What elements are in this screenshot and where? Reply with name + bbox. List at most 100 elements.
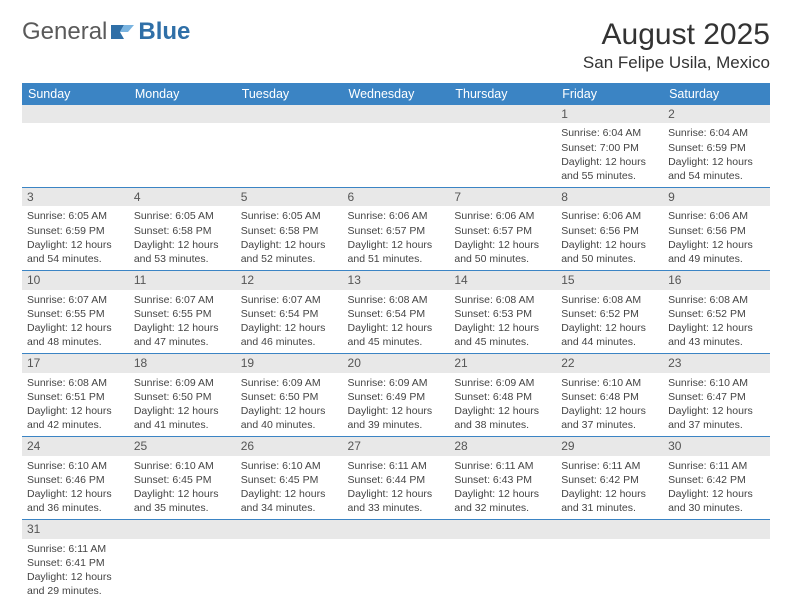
calendar-cell: [236, 105, 343, 188]
sunset-text: Sunset: 6:52 PM: [561, 307, 658, 321]
weekday-header: Tuesday: [236, 83, 343, 105]
calendar-cell: 5Sunrise: 6:05 AMSunset: 6:58 PMDaylight…: [236, 188, 343, 271]
day-content: Sunrise: 6:06 AMSunset: 6:56 PMDaylight:…: [556, 206, 663, 270]
day-content: [449, 123, 556, 173]
weekday-header-row: Sunday Monday Tuesday Wednesday Thursday…: [22, 83, 770, 105]
day-number: 27: [343, 437, 450, 455]
day-content: Sunrise: 6:10 AMSunset: 6:45 PMDaylight:…: [236, 456, 343, 520]
day-content: Sunrise: 6:04 AMSunset: 6:59 PMDaylight:…: [663, 123, 770, 187]
page-header: General Blue August 2025 San Felipe Usil…: [22, 18, 770, 73]
day-number: [343, 520, 450, 538]
sunrise-text: Sunrise: 6:11 AM: [561, 459, 658, 473]
daylight-text: Daylight: 12 hours and 46 minutes.: [241, 321, 338, 349]
day-content: Sunrise: 6:11 AMSunset: 6:43 PMDaylight:…: [449, 456, 556, 520]
daylight-text: Daylight: 12 hours and 33 minutes.: [348, 487, 445, 515]
day-number: 13: [343, 271, 450, 289]
daylight-text: Daylight: 12 hours and 29 minutes.: [27, 570, 124, 598]
sunrise-text: Sunrise: 6:06 AM: [348, 209, 445, 223]
daylight-text: Daylight: 12 hours and 35 minutes.: [134, 487, 231, 515]
sunrise-text: Sunrise: 6:08 AM: [348, 293, 445, 307]
day-number: [556, 520, 663, 538]
sunrise-text: Sunrise: 6:10 AM: [241, 459, 338, 473]
sunrise-text: Sunrise: 6:07 AM: [27, 293, 124, 307]
sunrise-text: Sunrise: 6:04 AM: [668, 126, 765, 140]
day-content: Sunrise: 6:07 AMSunset: 6:55 PMDaylight:…: [22, 290, 129, 354]
day-number: 25: [129, 437, 236, 455]
sunrise-text: Sunrise: 6:07 AM: [134, 293, 231, 307]
calendar-cell: 3Sunrise: 6:05 AMSunset: 6:59 PMDaylight…: [22, 188, 129, 271]
daylight-text: Daylight: 12 hours and 31 minutes.: [561, 487, 658, 515]
day-content: [236, 123, 343, 173]
calendar-cell: 12Sunrise: 6:07 AMSunset: 6:54 PMDayligh…: [236, 271, 343, 354]
sunrise-text: Sunrise: 6:07 AM: [241, 293, 338, 307]
logo: General Blue: [22, 18, 190, 46]
day-content: Sunrise: 6:11 AMSunset: 6:41 PMDaylight:…: [22, 539, 129, 603]
day-content: [556, 539, 663, 589]
day-content: Sunrise: 6:05 AMSunset: 6:58 PMDaylight:…: [236, 206, 343, 270]
day-number: 12: [236, 271, 343, 289]
sunset-text: Sunset: 6:49 PM: [348, 390, 445, 404]
flag-icon: [110, 22, 136, 42]
calendar-cell: 30Sunrise: 6:11 AMSunset: 6:42 PMDayligh…: [663, 437, 770, 520]
sunrise-text: Sunrise: 6:10 AM: [27, 459, 124, 473]
calendar-cell: 20Sunrise: 6:09 AMSunset: 6:49 PMDayligh…: [343, 354, 450, 437]
sunrise-text: Sunrise: 6:08 AM: [454, 293, 551, 307]
sunset-text: Sunset: 6:47 PM: [668, 390, 765, 404]
sunrise-text: Sunrise: 6:10 AM: [134, 459, 231, 473]
calendar-row: 1Sunrise: 6:04 AMSunset: 7:00 PMDaylight…: [22, 105, 770, 188]
sunrise-text: Sunrise: 6:09 AM: [241, 376, 338, 390]
day-content: Sunrise: 6:09 AMSunset: 6:50 PMDaylight:…: [236, 373, 343, 437]
calendar-cell: 4Sunrise: 6:05 AMSunset: 6:58 PMDaylight…: [129, 188, 236, 271]
sunset-text: Sunset: 6:58 PM: [241, 224, 338, 238]
calendar-row: 24Sunrise: 6:10 AMSunset: 6:46 PMDayligh…: [22, 437, 770, 520]
day-number: 7: [449, 188, 556, 206]
daylight-text: Daylight: 12 hours and 45 minutes.: [348, 321, 445, 349]
day-number: [449, 520, 556, 538]
calendar-cell: [236, 520, 343, 603]
logo-text-general: General: [22, 18, 107, 46]
sunset-text: Sunset: 6:44 PM: [348, 473, 445, 487]
sunset-text: Sunset: 6:56 PM: [668, 224, 765, 238]
day-number: 11: [129, 271, 236, 289]
day-content: [22, 123, 129, 173]
calendar-cell: [449, 105, 556, 188]
day-number: 9: [663, 188, 770, 206]
sunset-text: Sunset: 6:50 PM: [134, 390, 231, 404]
day-content: Sunrise: 6:10 AMSunset: 6:45 PMDaylight:…: [129, 456, 236, 520]
daylight-text: Daylight: 12 hours and 36 minutes.: [27, 487, 124, 515]
calendar-cell: 6Sunrise: 6:06 AMSunset: 6:57 PMDaylight…: [343, 188, 450, 271]
sunset-text: Sunset: 6:42 PM: [561, 473, 658, 487]
day-number: 4: [129, 188, 236, 206]
sunrise-text: Sunrise: 6:06 AM: [561, 209, 658, 223]
day-number: 5: [236, 188, 343, 206]
month-title: August 2025: [583, 18, 770, 51]
daylight-text: Daylight: 12 hours and 41 minutes.: [134, 404, 231, 432]
calendar-cell: 26Sunrise: 6:10 AMSunset: 6:45 PMDayligh…: [236, 437, 343, 520]
weekday-header: Sunday: [22, 83, 129, 105]
sunset-text: Sunset: 6:59 PM: [668, 141, 765, 155]
calendar-row: 17Sunrise: 6:08 AMSunset: 6:51 PMDayligh…: [22, 354, 770, 437]
sunrise-text: Sunrise: 6:09 AM: [134, 376, 231, 390]
weekday-header: Wednesday: [343, 83, 450, 105]
day-number: 3: [22, 188, 129, 206]
day-number: 23: [663, 354, 770, 372]
calendar-cell: [343, 105, 450, 188]
day-content: Sunrise: 6:06 AMSunset: 6:57 PMDaylight:…: [449, 206, 556, 270]
daylight-text: Daylight: 12 hours and 53 minutes.: [134, 238, 231, 266]
sunrise-text: Sunrise: 6:06 AM: [668, 209, 765, 223]
weekday-header: Friday: [556, 83, 663, 105]
calendar-cell: 10Sunrise: 6:07 AMSunset: 6:55 PMDayligh…: [22, 271, 129, 354]
daylight-text: Daylight: 12 hours and 30 minutes.: [668, 487, 765, 515]
sunrise-text: Sunrise: 6:10 AM: [668, 376, 765, 390]
calendar-cell: [22, 105, 129, 188]
day-content: Sunrise: 6:08 AMSunset: 6:52 PMDaylight:…: [556, 290, 663, 354]
calendar-cell: 23Sunrise: 6:10 AMSunset: 6:47 PMDayligh…: [663, 354, 770, 437]
sunset-text: Sunset: 6:48 PM: [454, 390, 551, 404]
sunset-text: Sunset: 6:56 PM: [561, 224, 658, 238]
daylight-text: Daylight: 12 hours and 47 minutes.: [134, 321, 231, 349]
calendar-cell: 21Sunrise: 6:09 AMSunset: 6:48 PMDayligh…: [449, 354, 556, 437]
day-content: Sunrise: 6:10 AMSunset: 6:46 PMDaylight:…: [22, 456, 129, 520]
daylight-text: Daylight: 12 hours and 49 minutes.: [668, 238, 765, 266]
calendar-cell: 8Sunrise: 6:06 AMSunset: 6:56 PMDaylight…: [556, 188, 663, 271]
daylight-text: Daylight: 12 hours and 48 minutes.: [27, 321, 124, 349]
